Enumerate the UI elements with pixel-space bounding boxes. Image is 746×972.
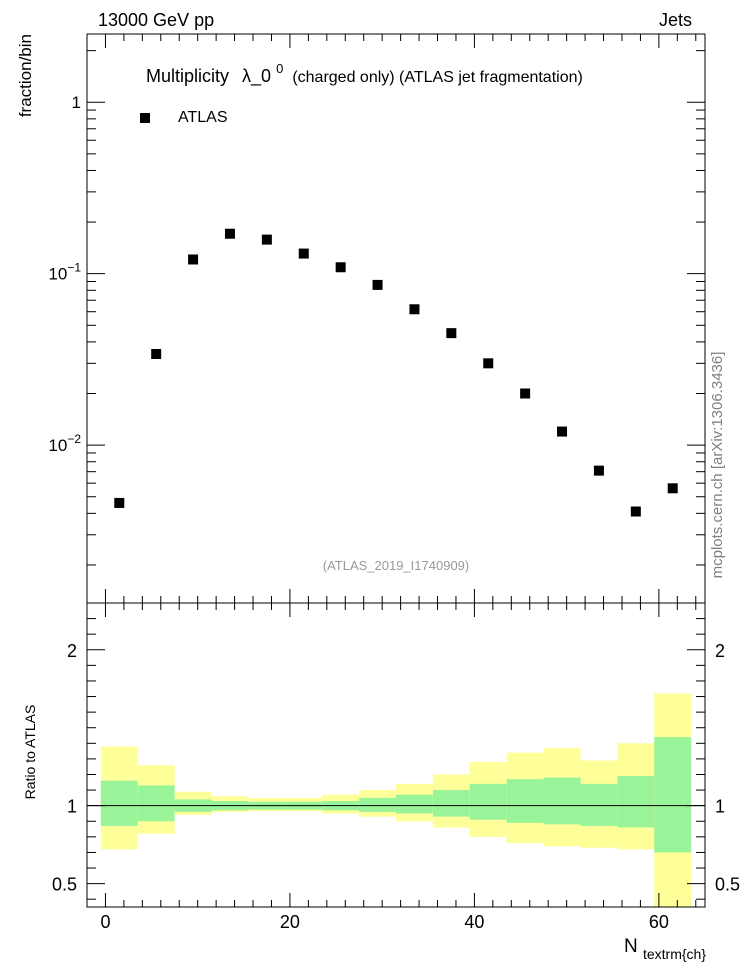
ratio-band-green bbox=[654, 737, 692, 853]
y-axis-label: fraction/bin bbox=[16, 34, 35, 117]
x-tick-label: 20 bbox=[280, 912, 300, 932]
legend: ATLAS bbox=[140, 109, 228, 126]
ratio-y-tick-label-right: 2 bbox=[715, 641, 725, 661]
main-y-tick-labels: 1 10−1 10−2 bbox=[48, 93, 81, 455]
data-point bbox=[261, 234, 272, 245]
data-point bbox=[593, 465, 604, 476]
data-point bbox=[188, 254, 199, 265]
data-point bbox=[114, 497, 125, 508]
data-point bbox=[151, 349, 162, 360]
ratio-y-tick-label: 2 bbox=[67, 641, 77, 661]
ratio-tick-marks bbox=[87, 603, 705, 907]
ratio-plot-frame bbox=[86, 602, 706, 908]
ratio-bands bbox=[100, 693, 692, 907]
x-tick-label: 40 bbox=[464, 912, 484, 932]
main-plot: 1 10−1 10−2 Multiplicity λ_0 0 (charged on… bbox=[48, 33, 706, 604]
x-tick-labels: 0 20 40 60 bbox=[100, 912, 668, 932]
ratio-band-green bbox=[506, 779, 544, 823]
watermark: mcplots.cern.ch [arXiv:1306.3436] bbox=[709, 352, 726, 579]
plot-title: Multiplicity λ_0 0 (charged only) (ATLAS… bbox=[146, 57, 583, 87]
main-y-tick-label: 10−2 bbox=[48, 432, 81, 455]
ratio-band-green bbox=[396, 794, 433, 814]
legend-marker-atlas bbox=[140, 113, 150, 123]
data-point bbox=[446, 328, 457, 339]
title-suffix: (charged only) (ATLAS jet fragmentation) bbox=[292, 69, 583, 86]
ratio-y-tick-labels: 0.5 0.5 1 1 2 2 bbox=[52, 641, 740, 895]
data-points bbox=[114, 228, 678, 517]
ratio-band-green bbox=[580, 783, 618, 826]
ratio-band-green bbox=[432, 790, 470, 817]
x-tick-label: 60 bbox=[649, 912, 669, 932]
data-point bbox=[372, 279, 383, 290]
ratio-y-tick-label: 1 bbox=[67, 797, 77, 817]
ratio-band-green bbox=[100, 780, 138, 826]
data-point bbox=[409, 304, 420, 315]
main-tick-marks bbox=[87, 34, 705, 603]
ratio-band-green bbox=[359, 797, 396, 812]
x-axis-label: N textrm{ch} bbox=[624, 936, 706, 962]
data-point bbox=[520, 388, 531, 399]
ratio-band-green bbox=[617, 776, 655, 828]
data-point bbox=[224, 228, 235, 239]
ratio-band-green bbox=[543, 777, 581, 825]
analysis-id: (ATLAS_2019_I1740909) bbox=[323, 558, 469, 573]
ratio-y-tick-label: 0.5 bbox=[52, 875, 77, 895]
title-superscript: 0 bbox=[276, 61, 283, 76]
data-point bbox=[483, 358, 494, 369]
energy-label: 13000 GeV pp bbox=[98, 10, 214, 30]
ratio-band-green bbox=[469, 783, 507, 820]
x-tick-label: 0 bbox=[100, 912, 110, 932]
main-y-tick-label: 1 bbox=[72, 93, 81, 112]
data-point bbox=[557, 426, 568, 437]
ratio-plot: 0.5 0.5 1 1 2 2 0 20 40 60 bbox=[52, 602, 740, 932]
x-axis-label-main: N bbox=[624, 936, 638, 957]
ratio-y-tick-label-right: 1 bbox=[715, 797, 725, 817]
ratio-y-axis-label: Ratio to ATLAS bbox=[22, 705, 38, 800]
data-point bbox=[630, 506, 641, 517]
data-point bbox=[298, 248, 309, 259]
category-label: Jets bbox=[659, 10, 692, 30]
legend-label-atlas: ATLAS bbox=[178, 109, 228, 126]
data-point bbox=[667, 483, 678, 494]
ratio-y-tick-label-right: 0.5 bbox=[715, 875, 740, 895]
ratio-band-green bbox=[137, 785, 175, 822]
main-y-tick-label: 10−1 bbox=[48, 261, 81, 284]
title-symbol: λ_0 bbox=[242, 66, 271, 87]
x-axis-label-subscript: textrm{ch} bbox=[643, 946, 706, 962]
title-main: Multiplicity bbox=[146, 66, 229, 86]
data-point bbox=[335, 262, 346, 273]
